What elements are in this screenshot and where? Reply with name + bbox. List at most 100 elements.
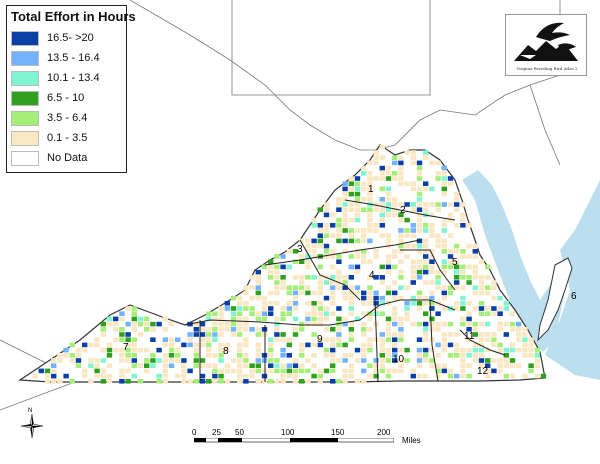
- effort-cell: [398, 337, 404, 342]
- legend-label: 10.1 - 13.4: [47, 72, 100, 84]
- effort-cell: [410, 321, 416, 327]
- effort-cell: [261, 301, 268, 306]
- legend-swatch: [11, 151, 39, 166]
- effort-cell: [509, 311, 516, 316]
- effort-cell: [274, 379, 280, 384]
- effort-cell: [230, 295, 237, 301]
- region-label-4: 4: [369, 270, 375, 281]
- legend-swatch: [11, 91, 39, 106]
- effort-cell: [305, 311, 311, 316]
- effort-cell: [466, 243, 472, 249]
- effort-cell: [255, 316, 261, 322]
- effort-cell: [429, 321, 435, 327]
- effort-cell: [410, 223, 416, 228]
- effort-cell: [410, 243, 416, 249]
- effort-cell: [441, 217, 447, 223]
- effort-cell: [528, 353, 534, 358]
- effort-cell: [429, 160, 435, 166]
- effort-cell: [280, 316, 286, 322]
- effort-cell: [150, 353, 156, 358]
- legend-label: 0.1 - 3.5: [47, 132, 88, 144]
- effort-cell: [51, 368, 57, 374]
- effort-cell: [261, 311, 268, 316]
- effort-cell: [330, 275, 336, 280]
- effort-cell: [361, 249, 367, 254]
- effort-cell: [280, 347, 286, 353]
- effort-cell: [398, 295, 404, 301]
- effort-cell: [503, 358, 509, 363]
- effort-cell: [423, 259, 429, 264]
- effort-cell: [330, 311, 336, 316]
- effort-cell: [385, 285, 392, 290]
- effort-cell: [497, 363, 503, 368]
- effort-cell: [460, 368, 466, 374]
- effort-cell: [292, 259, 299, 264]
- effort-cell: [361, 171, 367, 176]
- effort-cell: [323, 254, 330, 259]
- effort-cell: [224, 327, 230, 332]
- effort-cell: [144, 327, 150, 332]
- effort-cell: [274, 368, 280, 374]
- effort-cell: [88, 342, 94, 348]
- effort-cell: [249, 275, 255, 280]
- effort-cell: [385, 212, 392, 218]
- effort-cell: [106, 342, 113, 348]
- effort-cell: [491, 332, 497, 337]
- effort-cell: [460, 285, 466, 290]
- effort-cell: [305, 301, 311, 306]
- effort-cell: [286, 301, 292, 306]
- effort-cell: [125, 368, 131, 374]
- effort-cell: [348, 207, 354, 212]
- effort-cell: [230, 321, 237, 327]
- effort-cell: [361, 311, 367, 316]
- effort-cell: [354, 269, 361, 275]
- effort-cell: [268, 269, 274, 275]
- effort-cell: [348, 217, 354, 223]
- effort-cell: [472, 254, 478, 259]
- effort-cell: [342, 217, 348, 223]
- effort-cell: [348, 373, 354, 379]
- effort-cell: [255, 295, 261, 301]
- effort-cell: [416, 186, 423, 192]
- effort-cell: [274, 264, 280, 270]
- effort-cell: [94, 337, 100, 342]
- effort-cell: [373, 301, 379, 306]
- effort-cell: [237, 368, 243, 374]
- effort-cell: [373, 150, 379, 155]
- effort-cell: [441, 228, 447, 233]
- effort-cell: [348, 306, 354, 311]
- effort-cell: [175, 373, 181, 379]
- effort-cell: [336, 316, 342, 322]
- effort-cell: [305, 316, 311, 322]
- effort-cell: [435, 368, 441, 374]
- effort-cell: [280, 332, 286, 337]
- legend-row: No Data: [11, 151, 126, 167]
- effort-cell: [447, 290, 454, 296]
- effort-cell: [280, 368, 286, 374]
- effort-cell: [305, 249, 311, 254]
- effort-cell: [491, 342, 497, 348]
- effort-cell: [317, 321, 323, 327]
- effort-cell: [454, 207, 460, 212]
- effort-cell: [367, 217, 373, 223]
- effort-cell: [94, 358, 100, 363]
- scale-tick: 25: [212, 428, 221, 437]
- effort-cell: [454, 285, 460, 290]
- effort-cell: [82, 368, 88, 374]
- effort-cell: [385, 332, 392, 337]
- effort-cell: [509, 373, 516, 379]
- legend-row: 0.1 - 3.5: [11, 131, 126, 147]
- effort-cell: [100, 368, 106, 374]
- effort-cell: [311, 223, 317, 228]
- effort-cell: [131, 311, 137, 316]
- effort-cell: [237, 295, 243, 301]
- effort-cell: [385, 337, 392, 342]
- effort-cell: [144, 321, 150, 327]
- effort-cell: [342, 290, 348, 296]
- effort-cell: [478, 332, 485, 337]
- effort-cell: [69, 358, 75, 363]
- effort-cell: [454, 347, 460, 353]
- effort-cell: [286, 368, 292, 374]
- effort-cell: [379, 165, 385, 171]
